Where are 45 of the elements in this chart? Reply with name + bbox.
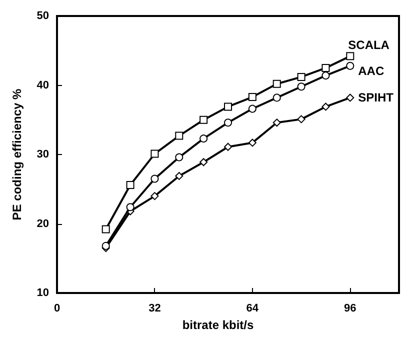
point (175, 132, 184, 140)
point (126, 180, 134, 189)
y-tick-label: 20 (36, 218, 49, 230)
point (126, 203, 134, 212)
x-tick-label: 0 (54, 302, 60, 314)
point (272, 94, 281, 102)
point (248, 93, 256, 102)
y-tick-label: 10 (36, 287, 49, 299)
x-tick-label: 32 (148, 302, 161, 314)
y-tick-label: 40 (36, 79, 49, 92)
point (175, 153, 184, 162)
point (322, 72, 330, 80)
x-tick-label: 64 (246, 302, 260, 314)
point (150, 150, 159, 158)
point (346, 94, 354, 102)
point (200, 158, 208, 166)
point (248, 104, 256, 113)
y-tick-label: 30 (36, 148, 49, 160)
point (200, 134, 208, 143)
series-label: SPIHT (358, 90, 394, 105)
point (224, 142, 232, 151)
point (322, 102, 330, 111)
x-axis-title: bitrate kbit/s (182, 318, 254, 332)
point (272, 80, 281, 88)
point (322, 64, 330, 72)
point (224, 118, 232, 127)
point (248, 138, 256, 147)
point (175, 172, 184, 180)
point (297, 115, 306, 124)
point (150, 192, 159, 200)
point (150, 174, 159, 183)
point (102, 225, 110, 234)
series-label: AAC (358, 64, 384, 78)
y-axis-title: PE coding efficiency % (10, 88, 24, 220)
point (297, 82, 306, 91)
x-tick-label: 96 (344, 302, 356, 314)
point (346, 52, 354, 60)
point (297, 72, 306, 81)
point (102, 242, 110, 250)
point (346, 62, 354, 70)
y-tick-label: 50 (36, 10, 49, 22)
point (200, 116, 208, 124)
point (272, 118, 281, 127)
point (224, 102, 232, 111)
series-label: SCALA (348, 38, 390, 52)
